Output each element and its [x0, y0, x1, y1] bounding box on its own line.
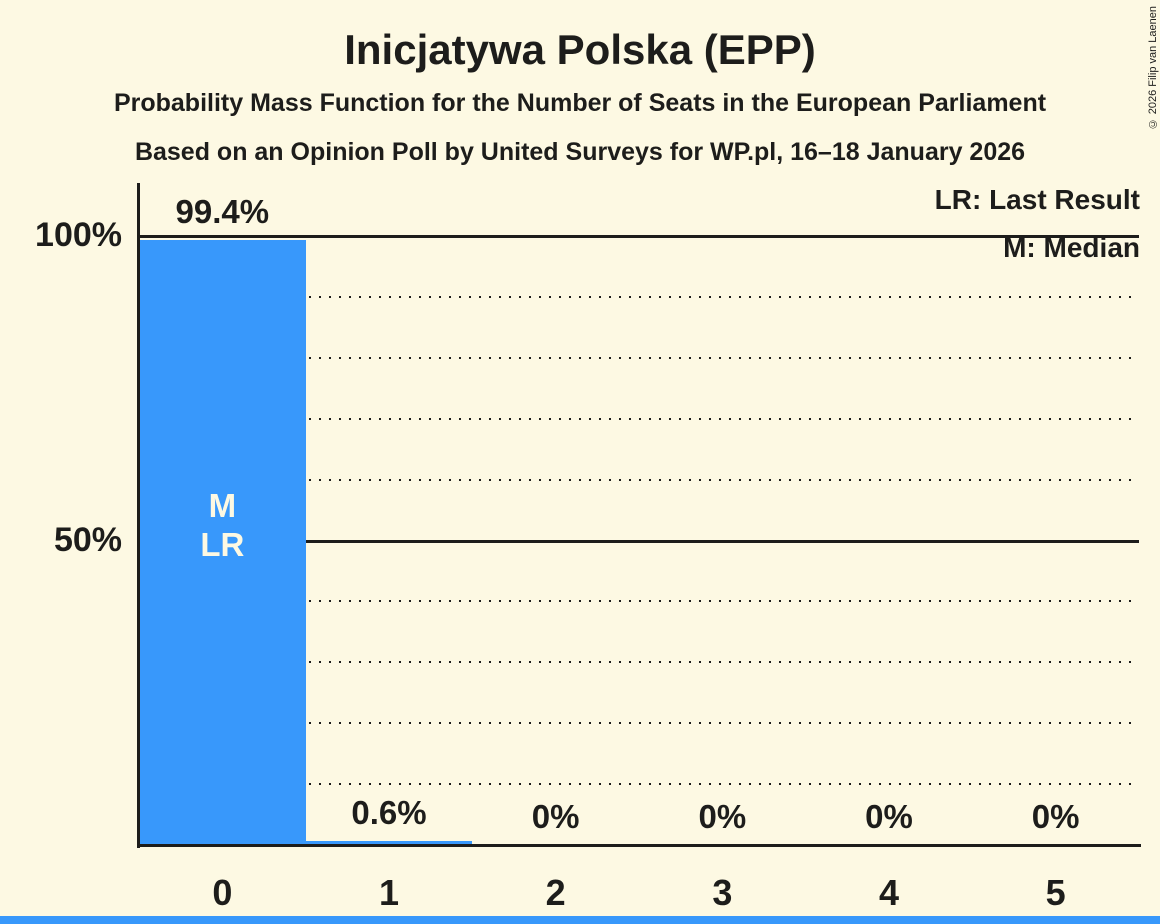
y-axis-tick-label: 50%	[53, 520, 122, 559]
chart-subtitle-pmf: Probability Mass Function for the Number…	[113, 89, 1047, 117]
y-axis-line	[137, 183, 140, 848]
gridline-dotted	[139, 661, 1139, 664]
bar-value-label: 0%	[865, 798, 913, 835]
gridline-dotted	[139, 417, 1139, 420]
median-marker: M	[208, 487, 237, 524]
gridline-solid	[139, 539, 1139, 543]
median-last-result-annotation: M LR	[139, 486, 306, 564]
bar-seats-0	[139, 239, 306, 845]
last-result-marker: LR	[200, 526, 245, 563]
x-axis-line	[137, 844, 1141, 847]
chart-subtitle-poll: Based on an Opinion Poll by United Surve…	[134, 138, 1026, 166]
gridline-dotted	[139, 783, 1139, 786]
bar-value-label: 0%	[531, 798, 580, 835]
y-axis-tick-label: 100%	[35, 216, 122, 254]
gridline-dotted	[139, 356, 1139, 359]
x-axis-tick-label: 1	[378, 872, 399, 913]
gridline-dotted	[139, 478, 1139, 481]
gridline-dotted	[139, 295, 1139, 298]
legend-last-result-label: LR: Last Result	[934, 184, 1140, 215]
x-axis-tick-label: 2	[545, 872, 566, 913]
x-axis-tick-label: 3	[712, 872, 733, 913]
party-color-strip	[0, 916, 1160, 924]
x-axis-tick-label: 4	[878, 872, 899, 913]
bar-value-label: 0%	[698, 798, 747, 835]
gridline-solid	[139, 235, 1139, 238]
bar-seats-1	[305, 841, 473, 845]
gridline-dotted	[139, 600, 1139, 603]
bar-value-label: 0.6%	[351, 794, 427, 832]
bar-value-label: 99.4%	[175, 192, 270, 230]
x-axis-tick-label: 5	[1045, 872, 1066, 913]
plot-area: 99.4% 0.6% 0% 0% 0% 0% M LR	[139, 193, 1139, 845]
chart-title: Inicjatywa Polska (EPP)	[344, 26, 816, 73]
bar-value-label: 0%	[1031, 798, 1080, 835]
x-axis-tick-label: 0	[212, 872, 233, 913]
gridline-dotted	[139, 722, 1139, 725]
